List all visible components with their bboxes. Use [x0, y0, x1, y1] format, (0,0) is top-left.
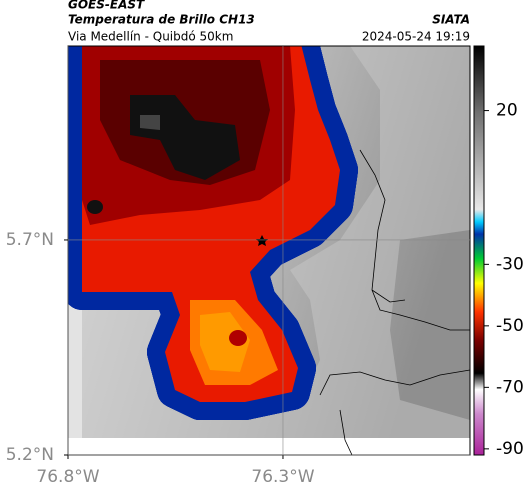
colorbar-tick-label: -70: [496, 377, 524, 397]
x-tick-label: 76.3°W: [251, 467, 314, 487]
subtitle: Via Medellín - Quibdó 50km: [68, 30, 233, 44]
colorbar: [473, 45, 485, 456]
satellite-image: [68, 46, 470, 455]
x-tick-label: 76.8°W: [36, 467, 99, 487]
source: GOES-EAST: [68, 0, 145, 12]
datetime: 2024-05-24 19:19: [362, 30, 470, 44]
y-tick-label: 5.7°N: [6, 230, 54, 250]
colorbar-tick-label: -90: [496, 439, 524, 459]
title: Temperatura de Brillo CH13: [68, 13, 255, 27]
colorbar-tick-label: -30: [496, 254, 524, 274]
colorbar-tick-label: 20: [496, 101, 518, 121]
colorbar-tick-label: -50: [496, 316, 524, 336]
org: SIATA: [432, 13, 470, 27]
y-tick-label: 5.2°N: [6, 445, 54, 465]
